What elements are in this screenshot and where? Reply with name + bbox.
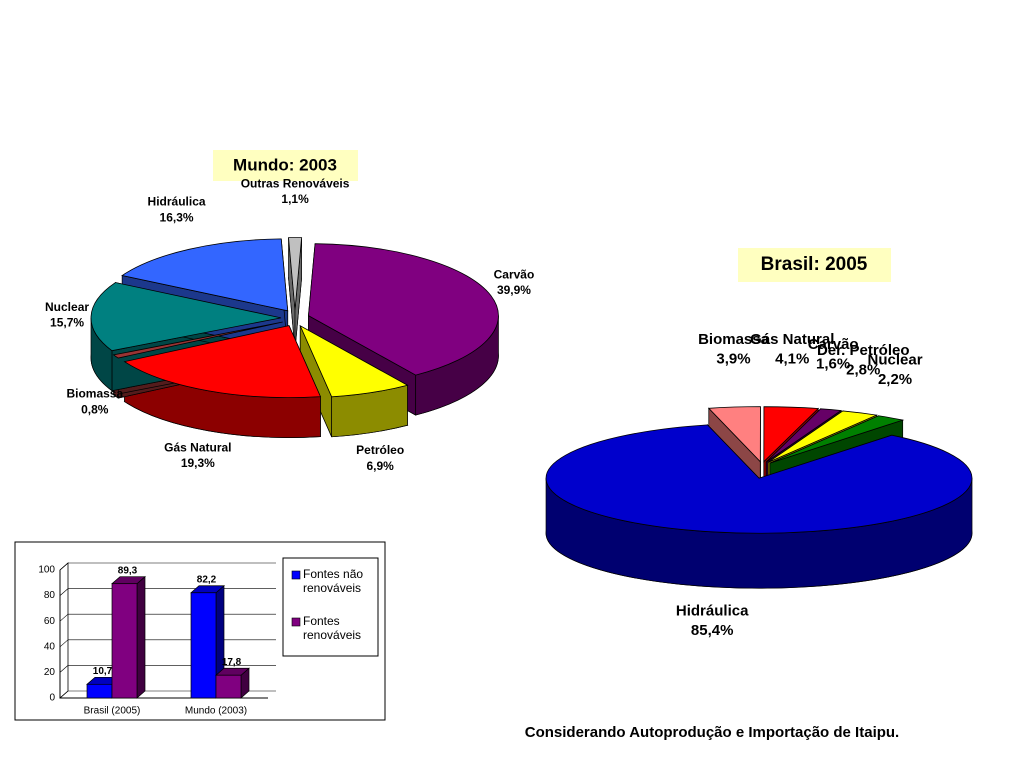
pie-slice xyxy=(765,408,843,463)
title-box xyxy=(738,248,891,282)
legend-item: Fontes não renováveis xyxy=(303,567,364,595)
slice-value-label: 19,3% xyxy=(181,456,215,470)
x-tick-label: Brasil (2005) xyxy=(84,706,141,717)
slice-value-label: 39,9% xyxy=(497,283,531,297)
legend-swatch xyxy=(291,617,301,627)
slice-label: Biomassa xyxy=(66,387,123,401)
y-tick-label: 20 xyxy=(44,667,56,678)
data-label: 10,7 xyxy=(93,666,113,677)
pie-slice xyxy=(308,243,499,376)
pie-slice xyxy=(299,324,409,398)
bar-front xyxy=(190,592,217,699)
pie-slice xyxy=(763,406,820,463)
legend-swatch xyxy=(291,570,301,580)
slice-value-label: 0,8% xyxy=(81,402,109,416)
slice-label: Biomassa xyxy=(698,331,770,348)
pie-slice xyxy=(121,238,289,312)
pie-slice xyxy=(112,321,283,359)
legend-item: Fontes renováveis xyxy=(303,614,362,642)
slice-value-label: 2,2% xyxy=(878,371,912,388)
footnote: Considerando Autoprodução e Importação d… xyxy=(525,724,899,741)
slice-label: Carvão xyxy=(494,267,535,281)
grid-line xyxy=(59,665,69,673)
slice-value-label: 1,6% xyxy=(816,355,850,372)
slice-label: Gás Natural xyxy=(164,440,231,454)
pie-slice xyxy=(123,325,322,398)
bar-side xyxy=(136,575,146,699)
data-label: 17,8 xyxy=(222,657,242,668)
slice-value-label: 15,7% xyxy=(50,316,84,330)
slice-value-label: 2,8% xyxy=(846,362,880,379)
pie-slice xyxy=(90,282,282,352)
slice-label: Outras Renováveis xyxy=(241,176,350,190)
grid-line xyxy=(59,639,69,648)
x-tick-label: Mundo (2003) xyxy=(185,706,247,717)
bar-front xyxy=(215,674,242,699)
slice-value-label: 4,1% xyxy=(775,351,809,368)
slice-value-label: 1,1% xyxy=(281,192,309,206)
data-label: 89,3 xyxy=(118,565,138,576)
bar xyxy=(215,667,250,699)
legend-box xyxy=(282,557,379,657)
y-tick-label: 100 xyxy=(38,565,55,576)
grid-line xyxy=(59,613,69,622)
slice-label: Der. Petróleo xyxy=(817,342,910,359)
bar-front xyxy=(86,683,113,699)
slice-label: Hidráulica xyxy=(148,195,206,209)
chart-title: Brasil: 2005 xyxy=(761,254,868,275)
y-tick-label: 80 xyxy=(44,590,56,601)
slice-label: Nuclear xyxy=(868,352,923,369)
data-label: 82,2 xyxy=(197,574,217,585)
y-tick-label: 40 xyxy=(44,641,56,652)
bar xyxy=(111,575,146,699)
legend-label: Fontes não renováveis xyxy=(303,567,364,595)
slice-label: Petróleo xyxy=(356,443,404,457)
title-box xyxy=(213,150,358,181)
chart-title: Mundo: 2003 xyxy=(233,155,337,174)
slice-value-label: 6,9% xyxy=(367,459,395,473)
y-tick-label: 60 xyxy=(44,616,56,627)
slice-value-label: 3,9% xyxy=(716,351,750,368)
pie-slice xyxy=(707,406,761,463)
grid-line xyxy=(59,690,69,699)
y-tick-label: 0 xyxy=(49,693,55,704)
pie-slice xyxy=(769,415,905,464)
legend-label: Fontes renováveis xyxy=(303,614,362,642)
pie-slice xyxy=(545,424,973,534)
grid-line xyxy=(59,588,69,596)
back-wall xyxy=(59,562,69,699)
pie-slice xyxy=(288,237,303,310)
pie-slice xyxy=(767,410,879,463)
slice-value-label: 16,3% xyxy=(160,210,194,224)
slice-label: Nuclear xyxy=(45,300,89,314)
slice-value-label: 85,4% xyxy=(691,622,734,639)
slice-label: Gás Natural xyxy=(750,331,834,348)
slice-label: Carvão xyxy=(808,336,859,353)
bar-front xyxy=(111,583,138,699)
grid-line xyxy=(59,562,69,571)
slice-label: Hidráulica xyxy=(676,602,749,619)
